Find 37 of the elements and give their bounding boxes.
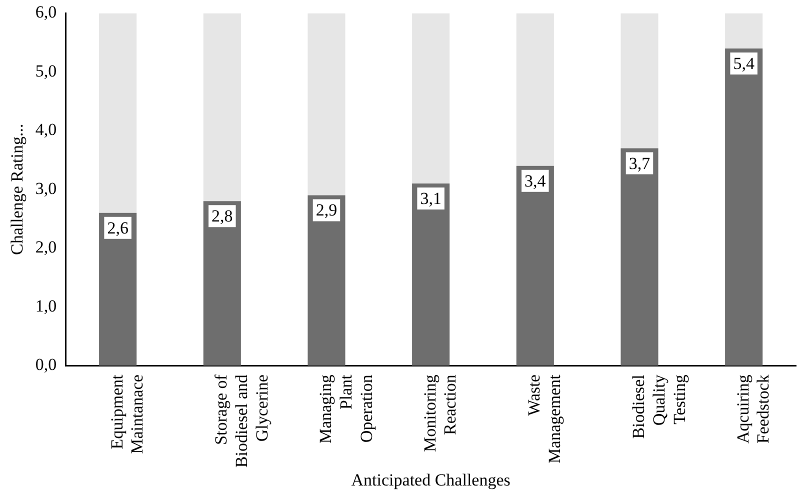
bar — [99, 13, 137, 213]
x-tick-label: Waste Management — [524, 374, 564, 464]
x-tick-label: Managing Plant Operation — [316, 374, 376, 444]
data-label: 2,8 — [212, 206, 233, 226]
y-tick-label: 6,0 — [35, 2, 57, 22]
data-label: 5,4 — [733, 54, 755, 73]
bar — [203, 13, 241, 202]
data-label: 3,7 — [628, 154, 651, 173]
bar — [203, 201, 241, 366]
x-tick-label: Storage of Biodiesel and Glycerine — [212, 374, 272, 468]
bar — [620, 13, 658, 148]
bar — [412, 13, 450, 184]
data-label: 2,9 — [316, 200, 338, 220]
x-tick-label: Monitoring Reaction — [420, 374, 460, 452]
bar — [412, 184, 450, 366]
bar — [516, 166, 554, 366]
y-tick-label: 5,0 — [35, 61, 57, 80]
bar — [620, 148, 658, 366]
x-tick-label: Aqcuiring Feedstock — [733, 374, 773, 444]
y-tick-label: 3,0 — [35, 178, 57, 198]
bar — [308, 13, 346, 196]
bar — [308, 195, 346, 366]
y-axis-title: Challenge Rating... — [8, 124, 27, 256]
data-label: 2,6 — [107, 218, 128, 238]
x-tick-label: Equipment Maintanace — [107, 374, 147, 454]
data-label: 3,1 — [420, 188, 442, 208]
y-tick-label: 4,0 — [35, 120, 57, 140]
bar — [99, 212, 137, 366]
bar — [725, 48, 763, 366]
bar — [725, 13, 763, 48]
x-tick-label: Biodiesel Quality Testing — [628, 374, 689, 439]
bar — [516, 13, 554, 166]
y-tick-label: 0,0 — [35, 355, 57, 374]
data-label: 3,4 — [524, 171, 546, 190]
y-tick-label: 1,0 — [35, 296, 57, 316]
x-axis-title: Anticipated Challenges — [351, 470, 510, 490]
y-tick-label: 2,0 — [35, 238, 57, 257]
